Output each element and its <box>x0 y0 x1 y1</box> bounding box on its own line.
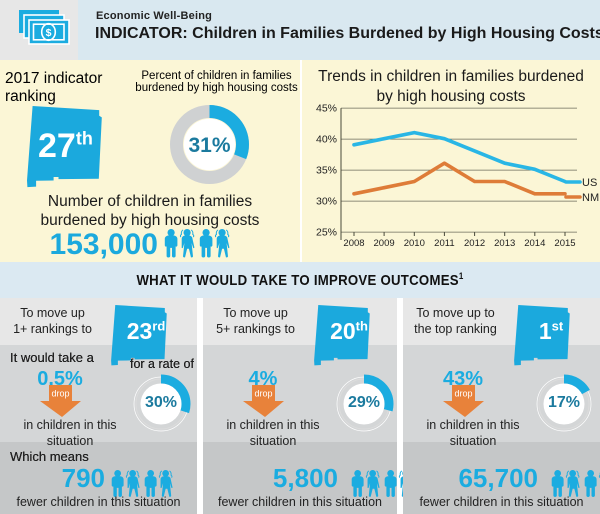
svg-text:2011: 2011 <box>434 238 454 249</box>
svg-text:$: $ <box>46 27 52 39</box>
svg-text:2010: 2010 <box>404 238 425 249</box>
svg-text:2009: 2009 <box>374 238 395 249</box>
svg-text:2014: 2014 <box>524 238 545 249</box>
svg-text:40%: 40% <box>316 134 337 146</box>
svg-text:2013: 2013 <box>494 238 515 249</box>
svg-text:45%: 45% <box>316 103 337 115</box>
svg-text:drop: drop <box>254 389 272 399</box>
svg-text:drop: drop <box>51 389 69 399</box>
svg-text:2012: 2012 <box>464 238 485 249</box>
svg-text:drop: drop <box>454 389 472 399</box>
svg-text:25%: 25% <box>316 227 337 239</box>
svg-text:2008: 2008 <box>343 238 364 249</box>
svg-text:30%: 30% <box>316 196 337 208</box>
svg-text:US: US <box>582 177 597 189</box>
svg-text:NM: NM <box>582 192 599 204</box>
svg-text:2015: 2015 <box>554 238 575 249</box>
svg-text:35%: 35% <box>316 165 337 177</box>
